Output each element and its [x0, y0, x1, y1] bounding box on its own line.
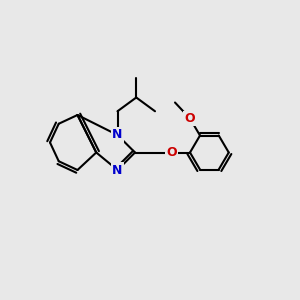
Text: N: N [112, 164, 123, 176]
Text: O: O [166, 146, 177, 159]
Text: O: O [185, 112, 195, 125]
Text: N: N [112, 128, 123, 142]
